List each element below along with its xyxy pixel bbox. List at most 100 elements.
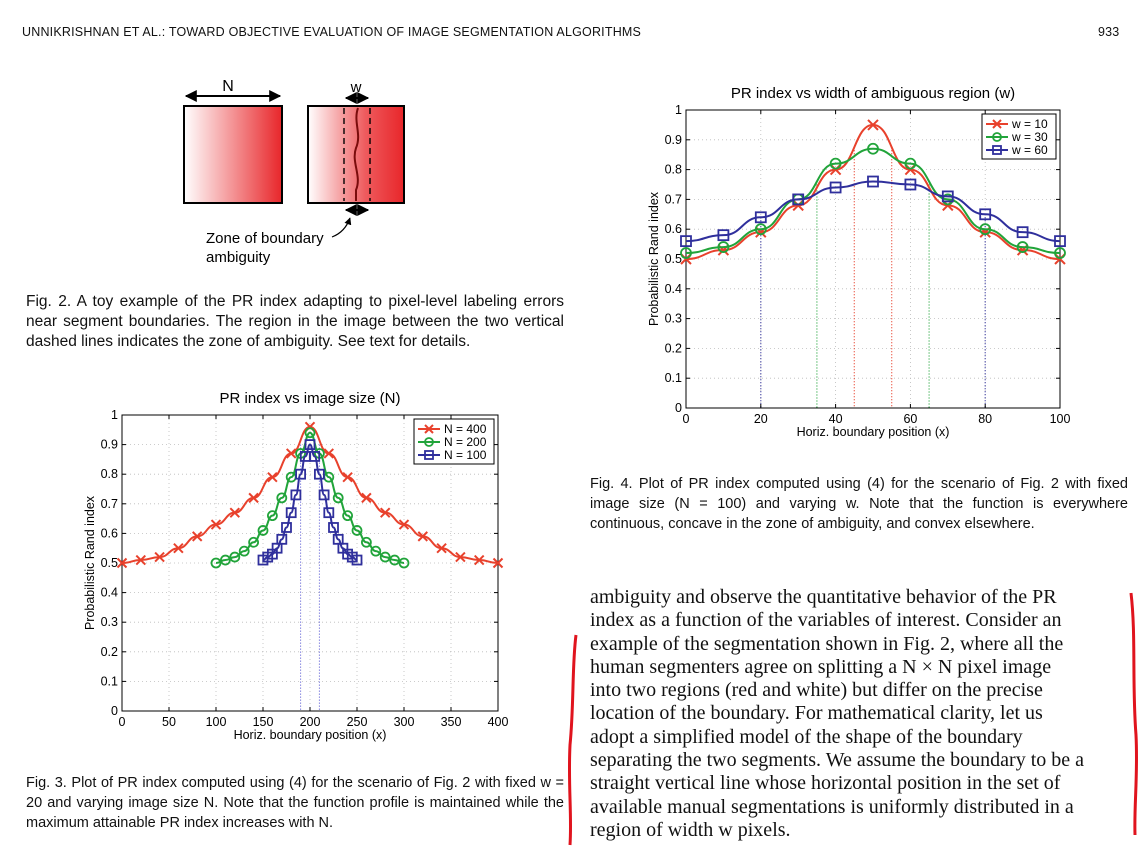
marker-x — [342, 471, 353, 483]
label-n: N — [222, 78, 234, 95]
chart-title: PR index vs width of ambiguous region (w… — [731, 85, 1015, 102]
body-line: example of the segmentation shown in Fig… — [590, 632, 1064, 655]
marker-x — [1054, 253, 1066, 265]
marker-x — [992, 119, 1002, 129]
marker-x — [792, 199, 804, 212]
marker-square — [829, 181, 842, 194]
marker-circle — [342, 510, 354, 522]
zone-pointer — [331, 217, 352, 238]
fig2-caption: Fig. 2. A toy example of the PR index ad… — [26, 293, 564, 350]
boundary-curve — [353, 107, 360, 201]
series-line — [215, 431, 405, 564]
y-tick-label: 0.5 — [101, 556, 118, 570]
body-line: region of width w pixels. — [590, 818, 791, 841]
y-tick-label: 0.4 — [665, 282, 682, 296]
marker-circle — [351, 525, 363, 536]
y-tick-label: 1 — [675, 103, 682, 117]
marker-square — [424, 450, 434, 460]
marker-x — [116, 557, 128, 569]
y-tick-label: 0.9 — [101, 438, 118, 452]
y-tick-label: 0.3 — [665, 312, 682, 326]
marker-circle — [332, 492, 344, 504]
y-tick-label: 0 — [111, 704, 118, 718]
marker-x — [323, 448, 335, 459]
fig3-chart: PR index vs image size (N) 0 50 100 150 200 25… — [83, 390, 509, 742]
marker-x — [229, 507, 241, 518]
fig2-illustration: N w Zone of boundary ambiguity — [183, 78, 405, 266]
x-tick-label: 20 — [754, 412, 768, 426]
marker-circle — [389, 554, 401, 566]
marker-circle — [266, 510, 278, 522]
y-tick-label: 0.7 — [665, 192, 682, 206]
right-red-bracket — [1129, 592, 1139, 836]
y-tick-label: 0.1 — [665, 371, 682, 385]
x-tick-label: 150 — [253, 715, 274, 729]
marker-square — [1016, 226, 1029, 239]
body-line: separating the two segments. We assume t… — [590, 749, 1085, 772]
marker-x — [867, 119, 879, 131]
marker-x — [417, 531, 429, 542]
marker-x — [424, 424, 434, 434]
marker-square — [904, 178, 917, 191]
marker-square — [309, 451, 321, 462]
marker-square — [717, 229, 730, 242]
y-tick-label: 0.7 — [101, 497, 118, 511]
x-tick-label: 50 — [162, 715, 176, 729]
x-tick-label: 250 — [347, 715, 368, 729]
marker-circle — [276, 492, 288, 504]
marker-circle — [229, 551, 241, 563]
x-axis-label: Horiz. boundary position (x) — [797, 425, 950, 439]
body-line: location of the boundary. For mathematic… — [590, 702, 1043, 725]
body-line: human segmenters agree on splitting a N … — [590, 655, 1052, 678]
x-tick-label: 400 — [488, 715, 509, 729]
marker-circle — [680, 247, 692, 259]
y-axis-label: Probabilistic Rand index — [83, 495, 97, 630]
marker-x — [829, 163, 842, 176]
marker-square — [867, 175, 879, 188]
body-line: adopt a simplified model of the shape of… — [590, 725, 1023, 748]
annotation-brackets — [567, 592, 1139, 846]
x-tick-label: 40 — [829, 412, 843, 426]
body-line: straight vertical line whose horizontal … — [590, 772, 1061, 795]
y-tick-label: 0.2 — [101, 645, 118, 659]
running-title: UNNIKRISHNAN ET AL.: TOWARD OBJECTIVE EV… — [22, 25, 642, 39]
gradient-square-left — [183, 105, 283, 204]
legend-label: N = 400 — [444, 422, 487, 436]
y-tick-label: 0 — [675, 401, 682, 415]
marker-square — [276, 533, 288, 545]
marker-square — [285, 507, 297, 519]
marker-circle — [238, 545, 250, 557]
marker-x — [210, 519, 222, 530]
marker-x — [492, 557, 504, 569]
x-tick-label: 0 — [683, 412, 690, 426]
marker-square — [792, 193, 805, 206]
series-line — [685, 147, 1061, 255]
marker-circle — [360, 536, 372, 548]
marker-x — [379, 507, 391, 518]
y-tick-label: 0.4 — [101, 586, 118, 600]
marker-x — [398, 519, 410, 530]
x-tick-label: 350 — [441, 715, 462, 729]
marker-square — [290, 489, 302, 501]
marker-x — [267, 471, 278, 483]
marker-circle — [370, 545, 382, 557]
y-tick-label: 0.6 — [665, 222, 682, 236]
marker-circle — [1054, 247, 1066, 259]
marker-circle — [904, 157, 917, 170]
marker-square — [992, 145, 1002, 155]
body-line: available manual segmentations is unifor… — [590, 795, 1074, 818]
x-tick-label: 200 — [300, 715, 321, 729]
marker-square — [313, 468, 325, 480]
marker-square — [941, 190, 954, 203]
marker-x — [680, 253, 692, 265]
x-axis-label: Horiz. boundary position (x) — [234, 728, 387, 742]
page-number: 933 — [1098, 25, 1120, 39]
marker-square — [754, 211, 767, 224]
body-line: index as a function of the variables of … — [590, 609, 1062, 632]
chart-title: PR index vs image size (N) — [220, 390, 401, 407]
x-tick-label: 100 — [206, 715, 227, 729]
marker-circle — [717, 241, 730, 253]
y-tick-label: 0.8 — [101, 467, 118, 481]
marker-circle — [248, 536, 260, 548]
marker-square — [295, 468, 307, 480]
